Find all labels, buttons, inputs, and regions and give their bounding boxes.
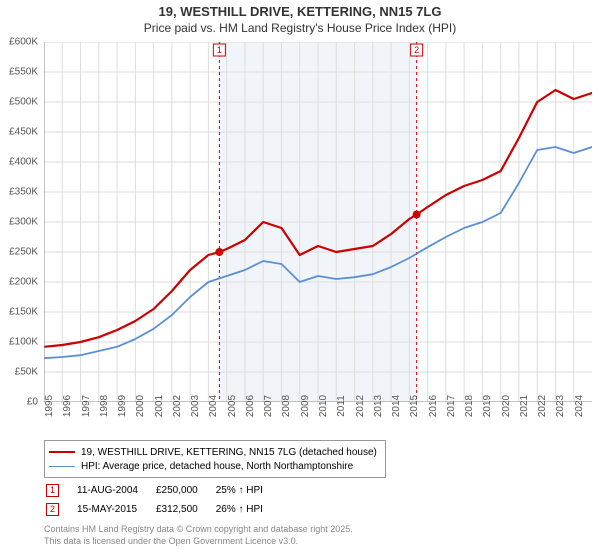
- x-tick-label: 2001: [154, 395, 165, 417]
- marker-date: 11-AUG-2004: [77, 482, 154, 499]
- legend-swatch: [49, 451, 75, 453]
- footer-line1: Contains HM Land Registry data © Crown c…: [44, 524, 353, 536]
- footer-line2: This data is licensed under the Open Gov…: [44, 536, 353, 548]
- y-tick-label: £450K: [9, 127, 38, 138]
- x-tick-label: 1995: [44, 395, 55, 417]
- marker-price: £250,000: [156, 482, 214, 499]
- series-marker: [413, 211, 421, 219]
- y-tick-label: £0: [27, 397, 38, 408]
- x-tick-label: 2003: [190, 395, 201, 417]
- legend: 19, WESTHILL DRIVE, KETTERING, NN15 7LG …: [44, 440, 386, 478]
- chart-svg: 12: [44, 42, 592, 402]
- y-tick-label: £550K: [9, 67, 38, 78]
- x-tick-label: 2014: [391, 395, 402, 417]
- y-tick-label: £100K: [9, 337, 38, 348]
- legend-item: HPI: Average price, detached house, Nort…: [49, 459, 377, 473]
- x-tick-label: 2023: [555, 395, 566, 417]
- marker-delta: 26% ↑ HPI: [216, 501, 279, 518]
- chart-subtitle: Price paid vs. HM Land Registry's House …: [0, 21, 600, 35]
- marker-delta: 25% ↑ HPI: [216, 482, 279, 499]
- marker-price: £312,500: [156, 501, 214, 518]
- x-tick-label: 2015: [409, 395, 420, 417]
- y-tick-label: £150K: [9, 307, 38, 318]
- x-tick-label: 2002: [172, 395, 183, 417]
- x-axis-labels: 1995199619971998199920002001200220032004…: [44, 404, 592, 440]
- chart-plot-area: 12: [44, 42, 592, 402]
- x-tick-label: 2010: [318, 395, 329, 417]
- marker-num-box: 1: [46, 484, 59, 497]
- marker-row: 2 15-MAY-2015£312,50026% ↑ HPI: [46, 501, 279, 518]
- x-tick-label: 1998: [99, 395, 110, 417]
- x-tick-label: 2020: [501, 395, 512, 417]
- marker-label-num: 1: [217, 45, 222, 55]
- y-tick-label: £250K: [9, 247, 38, 258]
- attribution-footer: Contains HM Land Registry data © Crown c…: [44, 524, 353, 547]
- marker-date: 15-MAY-2015: [77, 501, 154, 518]
- x-tick-label: 2019: [482, 395, 493, 417]
- x-tick-label: 2009: [300, 395, 311, 417]
- x-tick-label: 2006: [245, 395, 256, 417]
- x-tick-label: 2018: [464, 395, 475, 417]
- x-tick-label: 2013: [373, 395, 384, 417]
- legend-label: 19, WESTHILL DRIVE, KETTERING, NN15 7LG …: [81, 447, 377, 458]
- x-tick-label: 2008: [281, 395, 292, 417]
- x-tick-label: 2022: [537, 395, 548, 417]
- chart-title-block: 19, WESTHILL DRIVE, KETTERING, NN15 7LG …: [0, 0, 600, 35]
- x-tick-label: 2017: [446, 395, 457, 417]
- y-tick-label: £500K: [9, 97, 38, 108]
- markers-table: 1 11-AUG-2004£250,00025% ↑ HPI 2 15-MAY-201…: [44, 480, 281, 520]
- legend-swatch: [49, 466, 75, 467]
- marker-label-num: 2: [414, 45, 419, 55]
- chart-title: 19, WESTHILL DRIVE, KETTERING, NN15 7LG: [0, 4, 600, 19]
- y-tick-label: £300K: [9, 217, 38, 228]
- x-tick-label: 1996: [62, 395, 73, 417]
- y-tick-label: £600K: [9, 37, 38, 48]
- x-tick-label: 2016: [428, 395, 439, 417]
- x-tick-label: 2007: [263, 395, 274, 417]
- x-tick-label: 2021: [519, 395, 530, 417]
- x-tick-label: 2000: [135, 395, 146, 417]
- y-tick-label: £200K: [9, 277, 38, 288]
- legend-label: HPI: Average price, detached house, Nort…: [81, 461, 353, 472]
- x-tick-label: 2024: [574, 395, 585, 417]
- marker-num-box: 2: [46, 503, 59, 516]
- x-tick-label: 2011: [336, 395, 347, 417]
- x-tick-label: 2004: [208, 395, 219, 417]
- x-tick-label: 1999: [117, 395, 128, 417]
- y-axis-labels: £0£50K£100K£150K£200K£250K£300K£350K£400…: [0, 42, 40, 402]
- y-tick-label: £400K: [9, 157, 38, 168]
- marker-row: 1 11-AUG-2004£250,00025% ↑ HPI: [46, 482, 279, 499]
- x-tick-label: 2012: [355, 395, 366, 417]
- x-tick-label: 1997: [81, 395, 92, 417]
- y-tick-label: £350K: [9, 187, 38, 198]
- legend-item: 19, WESTHILL DRIVE, KETTERING, NN15 7LG …: [49, 445, 377, 459]
- x-tick-label: 2005: [227, 395, 238, 417]
- y-tick-label: £50K: [15, 367, 38, 378]
- series-marker: [215, 248, 223, 256]
